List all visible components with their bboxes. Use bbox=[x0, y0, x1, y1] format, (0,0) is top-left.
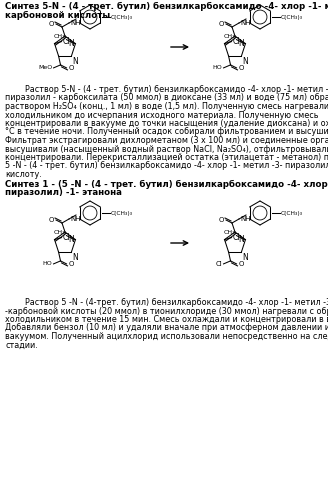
Text: N: N bbox=[72, 253, 78, 262]
Text: Раствор 5 -N - (4-трет. бутил) бензилкарбоксамидо -4- хлор -1- метил -3- пиразол: Раствор 5 -N - (4-трет. бутил) бензилкар… bbox=[5, 298, 328, 307]
Text: холодильником в течение 15 мин. Смесь охлаждали и концентрировали в вакууме.: холодильником в течение 15 мин. Смесь ох… bbox=[5, 315, 328, 324]
Text: Синтез 1 - (5 -N - (4 - трет. бутил) бензилкарбоксамидо -4- хлор -1- метил -3-: Синтез 1 - (5 -N - (4 - трет. бутил) бен… bbox=[5, 180, 328, 188]
Text: O: O bbox=[219, 21, 224, 27]
Text: 5 -N - (4 - трет. бутил) бензилкарбоксамидо -4- хлор -1- метил -3- пиразолил - к: 5 -N - (4 - трет. бутил) бензилкарбоксам… bbox=[5, 162, 328, 170]
Text: Раствор 5-N - (4 - трет. бутил) бензилкарбоксамидо -4- хлор -1- метил -3-: Раствор 5-N - (4 - трет. бутил) бензилка… bbox=[5, 85, 328, 94]
Text: Cl: Cl bbox=[216, 261, 222, 267]
Text: C(CH₃)₃: C(CH₃)₃ bbox=[111, 210, 133, 216]
Text: холодильником до исчерпания исходного материала. Полученную смесь: холодильником до исчерпания исходного ма… bbox=[5, 110, 318, 120]
Text: карбоновой кислоты: карбоновой кислоты bbox=[5, 10, 110, 20]
Text: HO: HO bbox=[43, 262, 52, 266]
Text: концентрировали в вакууме до точки насыщения (удаление диоксана) и охлаждали при: концентрировали в вакууме до точки насыщ… bbox=[5, 119, 328, 128]
Text: Cl: Cl bbox=[233, 37, 240, 46]
Text: MeO: MeO bbox=[38, 66, 52, 70]
Text: Cl: Cl bbox=[63, 233, 70, 242]
Text: высушивали (насыщенный водный раствор NaCl, Na₂SO₄), отфильтровывали и: высушивали (насыщенный водный раствор Na… bbox=[5, 144, 328, 154]
Text: O: O bbox=[49, 217, 54, 223]
Text: CH₃: CH₃ bbox=[54, 230, 66, 234]
Text: N: N bbox=[72, 57, 78, 66]
Text: кислоту.: кислоту. bbox=[5, 170, 42, 179]
Text: C(CH₃)₃: C(CH₃)₃ bbox=[281, 14, 303, 20]
Text: O: O bbox=[49, 21, 54, 27]
Text: O: O bbox=[219, 217, 224, 223]
Text: пиразолил) -1- этанона: пиразолил) -1- этанона bbox=[5, 188, 122, 197]
Text: -карбоновой кислоты (20 ммол) в тионилхлориде (30 ммол) нагревали с обратным: -карбоновой кислоты (20 ммол) в тионилхл… bbox=[5, 306, 328, 316]
Text: Cl: Cl bbox=[63, 37, 70, 46]
Text: NH: NH bbox=[240, 20, 251, 26]
Text: N: N bbox=[69, 39, 74, 48]
Text: O: O bbox=[238, 261, 244, 267]
Text: N: N bbox=[242, 253, 248, 262]
Text: раствором H₂SO₄ (конц., 1 мл) в воде (1,5 мл). Полученную смесь нагревали с обра: раствором H₂SO₄ (конц., 1 мл) в воде (1,… bbox=[5, 102, 328, 111]
Text: NH: NH bbox=[70, 216, 80, 222]
Text: пиразолил - карбоксилата (50 ммол) в диоксане (33 мл) и воде (75 мл) обрабатывал: пиразолил - карбоксилата (50 ммол) в дио… bbox=[5, 94, 328, 102]
Text: O: O bbox=[69, 65, 74, 71]
Text: N: N bbox=[242, 57, 248, 66]
Text: CH₃: CH₃ bbox=[54, 34, 66, 38]
Text: N: N bbox=[239, 235, 244, 244]
Text: C(CH₃)₃: C(CH₃)₃ bbox=[281, 210, 303, 216]
Text: Фильтрат экстрагировали дихлорметаном (3 x 100 мл) и соединенные органические сл: Фильтрат экстрагировали дихлорметаном (3… bbox=[5, 136, 328, 145]
Text: Синтез 5-N - (4 - трет. бутил) бензилкарбоксамидо -4- хлор -1- метил -3- пиразол: Синтез 5-N - (4 - трет. бутил) бензилкар… bbox=[5, 2, 328, 11]
Text: C(CH₃)₃: C(CH₃)₃ bbox=[111, 14, 133, 20]
Text: O: O bbox=[69, 261, 74, 267]
Text: O: O bbox=[238, 65, 244, 71]
Text: NH: NH bbox=[240, 216, 251, 222]
Text: N: N bbox=[69, 235, 74, 244]
Text: CH₃: CH₃ bbox=[224, 230, 236, 234]
Text: N: N bbox=[239, 39, 244, 48]
Text: NH: NH bbox=[70, 20, 80, 26]
Text: °С в течение ночи. Полученный осадок собирали фильтрованием и высушивали.: °С в течение ночи. Полученный осадок соб… bbox=[5, 128, 328, 136]
Text: Cl: Cl bbox=[233, 233, 240, 242]
Text: концентрировали. Перекристаллизацией остатка (этилацетат - метанол) получали чис: концентрировали. Перекристаллизацией ост… bbox=[5, 153, 328, 162]
Text: CH₃: CH₃ bbox=[224, 34, 236, 38]
Text: HO: HO bbox=[213, 66, 222, 70]
Text: стадии.: стадии. bbox=[5, 340, 38, 349]
Text: вакуумом. Полученный ацилхлорид использовали непосредственно на следующей: вакуумом. Полученный ацилхлорид использо… bbox=[5, 332, 328, 341]
Text: Добавляли бензол (10 мл) и удаляли вначале при атмосферном давлении и затем под: Добавляли бензол (10 мл) и удаляли внача… bbox=[5, 324, 328, 332]
